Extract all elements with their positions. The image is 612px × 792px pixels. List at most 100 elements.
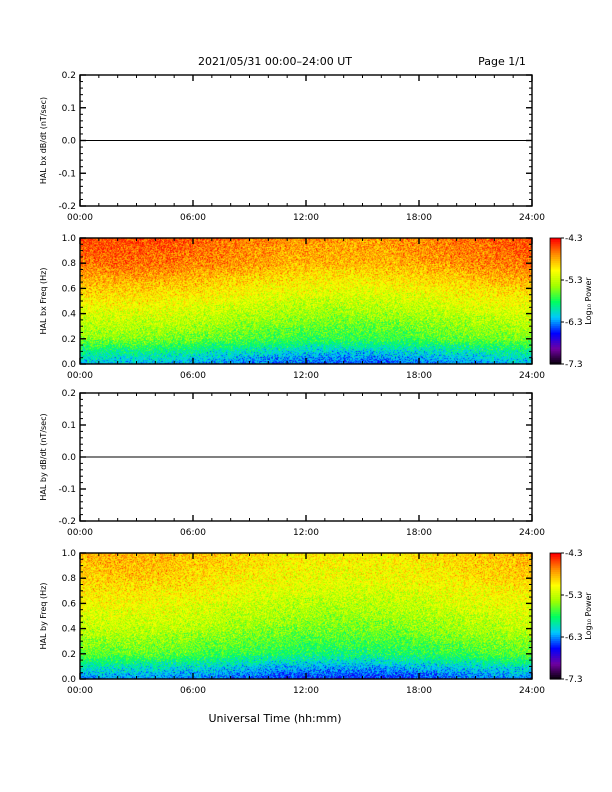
y-tick-label: 0.4	[62, 625, 77, 635]
colorbar-tick-label: -4.3	[565, 234, 583, 244]
colorbar-segment	[550, 624, 561, 628]
colorbar-segment	[550, 271, 561, 275]
colorbar-segment	[550, 261, 561, 264]
colorbar-segment	[550, 324, 561, 327]
colorbar-segment	[550, 250, 561, 254]
x-tick-label: 12:00	[293, 686, 319, 696]
colorbar-segment	[550, 332, 561, 336]
y-tick-label: 0.2	[62, 389, 76, 399]
x-tick-label: 24:00	[519, 528, 545, 538]
x-tick-label: 00:00	[67, 528, 93, 538]
colorbar-segment	[550, 311, 561, 315]
panel-1: 00:00 06:00 12:00 18:00 24:00 -0.2 -0.1 0.0 0.1 0…	[39, 71, 545, 223]
colorbar-label: Log₁₀ Power	[584, 592, 593, 640]
colorbar-tick-label: -4.3	[565, 549, 583, 559]
colorbar-segment	[550, 561, 561, 565]
colorbar-segment	[550, 284, 561, 287]
colorbar-segment	[550, 592, 561, 596]
x-tick-label: 18:00	[406, 528, 432, 538]
colorbar-segment	[550, 590, 561, 594]
y-tick-label: -0.1	[58, 169, 76, 179]
colorbar-tick-label: -6.3	[565, 318, 583, 328]
x-axis-label: Universal Time (hh:mm)	[209, 712, 342, 725]
colorbar-segment	[550, 563, 561, 567]
colorbar-segment	[550, 645, 561, 649]
colorbar-segment	[550, 664, 561, 667]
colorbar-segment	[550, 630, 561, 634]
y-tick-label: 0.0	[62, 137, 77, 147]
colorbar-segment	[550, 349, 561, 352]
colorbar-segment	[550, 254, 561, 258]
colorbar-segment	[550, 574, 561, 577]
colorbar: -4.3 -5.3 -6.3 -7.3 Log₁₀ Power	[549, 234, 593, 370]
x-tick-label: 00:00	[67, 371, 93, 381]
x-tick-label: 00:00	[67, 213, 93, 223]
colorbar-segment	[550, 649, 561, 653]
colorbar-segment	[550, 567, 561, 571]
colorbar-segment	[550, 322, 561, 325]
colorbar-segment	[550, 301, 561, 304]
colorbar-segment	[550, 597, 561, 600]
spectrogram-canvas	[80, 553, 532, 679]
y-tick-label: 0.2	[62, 71, 76, 81]
colorbar-segment	[550, 319, 561, 323]
colorbar-segment	[550, 616, 561, 619]
colorbar-segment	[550, 286, 561, 289]
x-tick-label: 06:00	[180, 528, 206, 538]
x-tick-label: 24:00	[519, 686, 545, 696]
y-tick-label: 0.0	[62, 453, 77, 463]
colorbar-segment	[550, 288, 561, 292]
colorbar-segment	[550, 647, 561, 651]
y-axis-label: HAL bx Freq (Hz)	[39, 268, 48, 335]
colorbar-tick-label: -5.3	[565, 591, 583, 601]
colorbar-segment	[550, 259, 561, 262]
colorbar-segment	[550, 275, 561, 279]
x-tick-label: 06:00	[180, 686, 206, 696]
colorbar-segment	[550, 248, 561, 252]
x-tick-label: 06:00	[180, 371, 206, 381]
y-tick-label: 0.6	[62, 284, 77, 294]
colorbar-segment	[550, 355, 561, 359]
colorbar: -4.3 -5.3 -6.3 -7.3 Log₁₀ Power	[549, 549, 593, 685]
colorbar-segment	[550, 317, 561, 321]
x-tick-label: 18:00	[406, 686, 432, 696]
colorbar-segment	[550, 666, 561, 670]
y-tick-label: 1.0	[62, 234, 77, 244]
colorbar-segment	[550, 313, 561, 317]
colorbar-segment	[550, 672, 561, 676]
y-axis-label: HAL by Freq (Hz)	[39, 583, 48, 650]
colorbar-segment	[550, 586, 561, 590]
colorbar-segment	[550, 658, 561, 661]
colorbar-segment	[550, 609, 561, 613]
colorbar-segment	[550, 674, 561, 678]
colorbar-segment	[550, 620, 561, 623]
colorbar-segment	[550, 298, 561, 302]
colorbar-segment	[550, 662, 561, 665]
y-tick-label: -0.2	[58, 202, 76, 212]
colorbar-frame	[549, 552, 562, 680]
colorbar-tick-label: -5.3	[565, 276, 583, 286]
x-tick-label: 18:00	[406, 213, 432, 223]
colorbar-segment	[550, 588, 561, 592]
x-tick-label: 06:00	[180, 213, 206, 223]
colorbar-segment	[550, 246, 561, 250]
colorbar-segment	[550, 305, 561, 308]
colorbar-segment	[550, 565, 561, 569]
colorbar-segment	[550, 267, 561, 271]
colorbar-segment	[550, 357, 561, 361]
panel-3: 00:00 06:00 12:00 18:00 24:00 -0.2 -0.1 0.0 0.1 0…	[39, 389, 545, 538]
page-indicator: Page 1/1	[478, 55, 526, 68]
colorbar-segment	[550, 582, 561, 586]
colorbar-segment	[550, 576, 561, 579]
colorbar-segment	[550, 338, 561, 342]
y-tick-label: 0.6	[62, 599, 77, 609]
panels: 00:00 06:00 12:00 18:00 24:00 -0.2 -0.1 0.0 0.1 0…	[39, 71, 593, 696]
y-tick-label: 0.1	[62, 104, 76, 114]
colorbar-segment	[550, 336, 561, 340]
colorbar-segment	[550, 676, 561, 680]
colorbar-segment	[550, 611, 561, 615]
colorbar-segment	[550, 273, 561, 277]
colorbar-segment	[550, 359, 561, 363]
colorbar-segment	[550, 622, 561, 625]
colorbar-frame	[549, 237, 562, 365]
